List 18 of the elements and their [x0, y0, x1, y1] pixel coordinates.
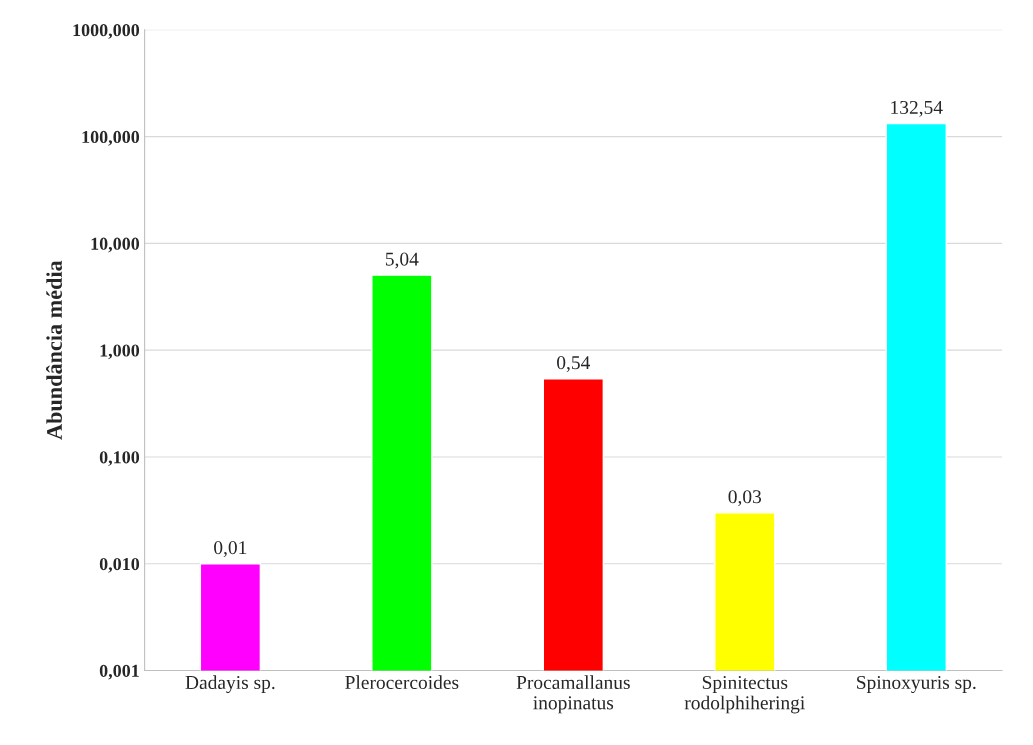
y-tick-label: 0,001 — [99, 664, 139, 680]
y-axis-title: Abundância média — [46, 260, 63, 440]
data-label: 0,54 — [557, 356, 591, 373]
x-tick-label: Spinoxyuris sp. — [857, 675, 976, 693]
x-tick-label: Plerocercoides — [345, 675, 459, 690]
data-label: 5,04 — [385, 252, 419, 269]
y-tick-label: 1,000 — [100, 344, 140, 360]
data-label: 132,54 — [891, 100, 943, 117]
y-tick-label: 0,010 — [99, 557, 140, 573]
data-label: 0,01 — [214, 541, 247, 558]
y-tick-label: 100,000 — [82, 130, 140, 146]
data-label: 0,03 — [728, 490, 762, 507]
y-tick-label: 1000,000 — [73, 24, 140, 39]
y-tick-label: 10,000 — [91, 237, 140, 253]
x-tick-label: Procamallanus inopinatus — [516, 675, 630, 714]
x-tick-label: Dadayis sp. — [185, 675, 275, 694]
x-tick-label: Spinitectus rodolphiheringi — [684, 675, 805, 714]
y-tick-label: 0,100 — [99, 451, 140, 466]
